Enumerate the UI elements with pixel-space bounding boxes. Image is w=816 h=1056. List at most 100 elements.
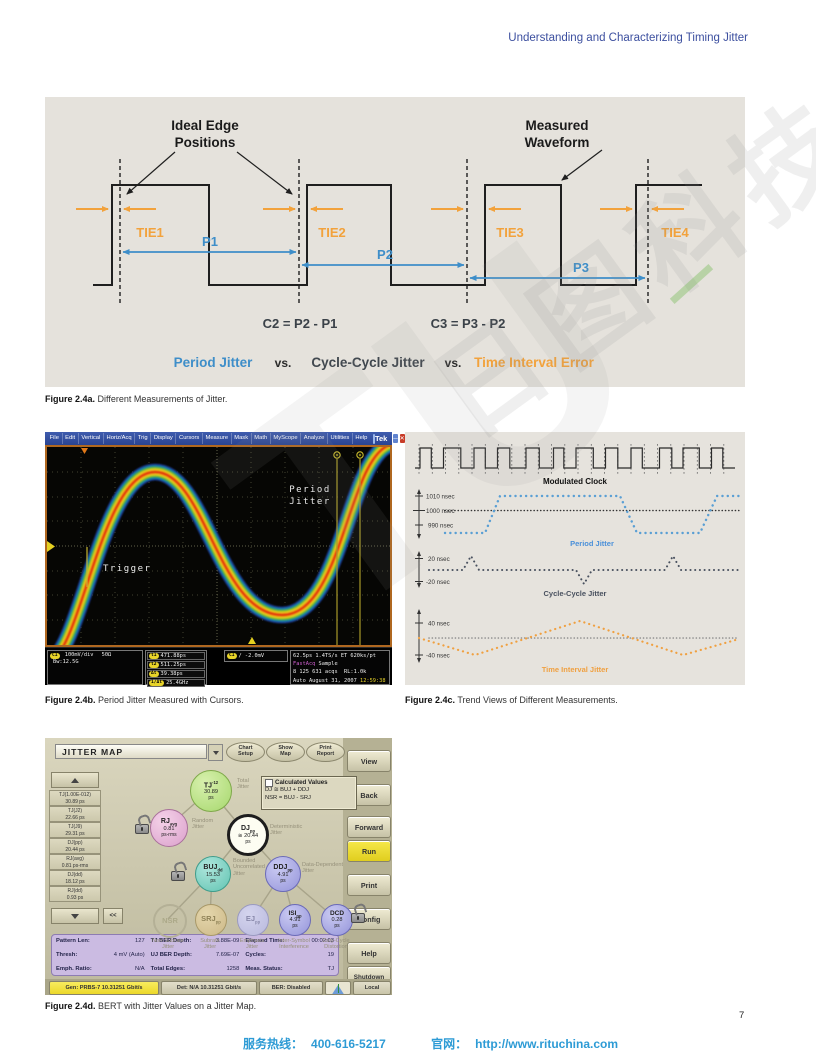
forward-button[interactable]: Forward (347, 816, 391, 838)
print-button[interactable]: Print (347, 874, 391, 896)
help-button[interactable]: Help (347, 942, 391, 964)
lock-icon[interactable] (171, 860, 188, 881)
period-jitter-annotation: Period (289, 485, 331, 495)
trigger-annotation: Trigger (103, 564, 151, 574)
cursor-lines[interactable] (333, 451, 364, 645)
cycle-cycle-trend (428, 553, 740, 587)
show-map-button[interactable]: Show Map (266, 742, 305, 762)
list-item[interactable]: DJ(dd) 18.12 ps (49, 870, 101, 886)
jitter-map-title-dropdown[interactable]: JITTER MAP (55, 744, 207, 759)
caption-figure-2-4a: Figure 2.4a. Different Measurements of J… (45, 394, 228, 404)
annotation-arrow (561, 149, 603, 181)
view-button[interactable]: View (347, 750, 391, 772)
c2-formula: C2 = P2 - P1 (263, 316, 338, 331)
tie3-label: TIE3 (496, 225, 523, 240)
scope-graticule: Period Jitter Trigger (45, 445, 392, 647)
detector-tab[interactable]: Det: N/A 10.31251 Gbit/s (161, 981, 257, 995)
node-subrate-jitter[interactable]: SRJpp (195, 904, 227, 936)
list-item[interactable]: DJ(pp) 20.44 ps (49, 838, 101, 854)
menu-cursors[interactable]: Cursors (176, 433, 203, 444)
measured-waveform-label: Measured (525, 118, 588, 133)
svg-text:Positions: Positions (175, 135, 236, 150)
collapse-list-button[interactable]: << (103, 908, 123, 924)
svg-text:Waveform: Waveform (525, 135, 590, 150)
website-url[interactable]: http://www.rituchina.com (475, 1037, 618, 1051)
close-icon[interactable]: ✕ (399, 434, 405, 443)
figure-2-4a-jitter-diagram: Ideal Edge Positions Measured Waveform T… (45, 97, 745, 387)
list-item[interactable]: RJ(dd) 0.93 ps (49, 886, 101, 902)
menu-utilities[interactable]: Utilities (328, 433, 353, 444)
menu-measure[interactable]: Measure (203, 433, 232, 444)
list-item[interactable]: TJ(J2) 22.66 ps (49, 806, 101, 822)
jitter-map-screenshot: JITTER MAP Chart Setup Show Map Print Repor… (45, 738, 392, 995)
node-random-jitter[interactable]: RJavg 0.81 ps-rms (150, 809, 188, 847)
tie-tick-neg40: -40 nsec (426, 653, 450, 660)
node-deterministic-jitter[interactable]: DJpp ≅ 20.44 ps (227, 814, 269, 856)
node-emphasis-jitter[interactable]: EJpp (237, 904, 269, 936)
lock-icon[interactable] (135, 813, 152, 834)
calculated-values-checkbox[interactable] (265, 779, 273, 788)
minimize-icon[interactable]: ─ (393, 434, 398, 443)
period-tick-990: 990 nsec (428, 523, 453, 530)
bert-status-panel: Pattern Len: 127 Thresh: 4 mV (Auto) Emph.… (51, 934, 339, 976)
period-tick-1010: 1010 nsec (426, 494, 455, 501)
print-report-button[interactable]: Print Report (306, 742, 345, 762)
menu-horiz-acq[interactable]: Horiz/Acq (104, 433, 136, 444)
legend-vs-2: vs. (445, 356, 462, 370)
time-interval-trend (417, 619, 741, 657)
menu-edit[interactable]: Edit (63, 433, 79, 444)
node-bounded-uncorrelated-jitter[interactable]: BUJdd 15.53 ps (195, 856, 231, 892)
node-non-subrate-jitter[interactable]: NSR (153, 904, 187, 938)
cycle-tick-20: 20 nsec (428, 556, 450, 563)
annotation-arrow (236, 151, 293, 195)
menu-analyze[interactable]: Analyze (301, 433, 328, 444)
dropdown-arrow-icon[interactable] (208, 744, 223, 761)
menu-myscope[interactable]: MyScope (271, 433, 302, 444)
modulated-clock-trace (415, 447, 735, 469)
clock-ideal-ticks (418, 444, 725, 474)
generator-tab[interactable]: Gen: PRBS-7 10.31251 Gbit/s (49, 981, 159, 995)
menu-vertical[interactable]: Vertical (79, 433, 104, 444)
node-inter-symbol-interference[interactable]: ISIpp 4.91 ps (279, 904, 311, 936)
tek-logo: Tek (374, 434, 388, 443)
time-interval-trend-label: Time Interval Jitter (542, 665, 609, 674)
histogram-icon[interactable] (325, 981, 351, 995)
node-duty-cycle-distortion[interactable]: DCD 0.28 ps (321, 904, 353, 936)
node-total-jitter[interactable]: TJ-12 30.89 ps (190, 770, 232, 812)
channel-readout: C1 100mV/div 50Ω Bw:12.5G (47, 650, 143, 685)
cursor-readouts: t1 471.88ps t2 511.25ps Δt 39.38ps 1/Δt 25.4… (145, 650, 207, 687)
menu-math[interactable]: Math (252, 433, 271, 444)
cycle-tick-neg20: -20 nsec (426, 579, 450, 586)
lock-icon[interactable] (351, 902, 368, 923)
list-item[interactable]: RJ(avg) 0.81 ps-rms (49, 854, 101, 870)
menu-extra-icon[interactable] (372, 433, 375, 444)
menu-mask[interactable]: Mask (232, 433, 252, 444)
menu-file[interactable]: File (47, 433, 63, 444)
ber-tab[interactable]: BER: Disabled (259, 981, 323, 995)
cycle-cycle-trend-label: Cycle-Cycle Jitter (544, 589, 607, 598)
scope-menu-bar: File Edit Vertical Horiz/Acq Trig Displa… (45, 432, 405, 445)
caption-figure-2-4d: Figure 2.4d. BERT with Jitter Values on … (45, 1001, 257, 1011)
node-data-dependent-jitter[interactable]: DDJpp 4.91 ps (265, 856, 301, 892)
menu-trig[interactable]: Trig (135, 433, 152, 444)
caption-figure-2-4b: Figure 2.4b. Period Jitter Measured with… (45, 695, 244, 705)
figure-2-4c-trend-views: Modulated Clock 1010 nsec 1000 nsec 990 … (405, 432, 745, 685)
ideal-edge-label: Ideal Edge (171, 118, 239, 133)
trigger-level-icon[interactable] (47, 541, 55, 552)
list-item[interactable]: TJ(J9) 29.31 ps (49, 822, 101, 838)
measured-waveform-trace (93, 184, 702, 286)
run-button[interactable]: Run (347, 840, 391, 862)
period-jitter-trend (443, 494, 741, 535)
triangle-up-icon (71, 777, 79, 783)
scroll-down-button[interactable] (51, 908, 99, 924)
back-button[interactable]: Back (347, 784, 391, 806)
menu-help[interactable]: Help (355, 435, 368, 441)
trigger-position-icon[interactable] (81, 448, 88, 454)
local-button[interactable]: Local (353, 981, 391, 995)
list-item[interactable]: TJ(1.00E-012) 30.89 ps (49, 790, 101, 806)
menu-display[interactable]: Display (151, 433, 177, 444)
page-footer: 服务热线： 400-616-5217 官网： http://www.rituchin… (0, 1035, 816, 1052)
tie1-label: TIE1 (136, 225, 163, 240)
chart-setup-button[interactable]: Chart Setup (226, 742, 265, 762)
scroll-up-button[interactable] (51, 772, 99, 788)
